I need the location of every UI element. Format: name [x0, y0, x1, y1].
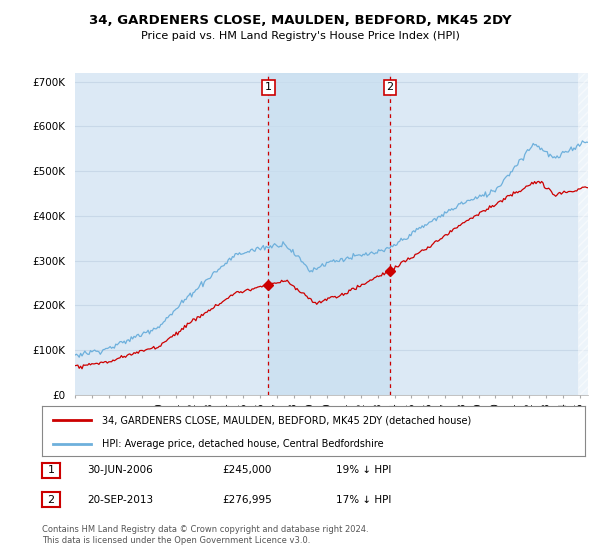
Text: 2: 2 [47, 494, 55, 505]
Text: 34, GARDENERS CLOSE, MAULDEN, BEDFORD, MK45 2DY (detached house): 34, GARDENERS CLOSE, MAULDEN, BEDFORD, M… [102, 415, 471, 425]
Text: Price paid vs. HM Land Registry's House Price Index (HPI): Price paid vs. HM Land Registry's House … [140, 31, 460, 41]
Text: £276,995: £276,995 [222, 494, 272, 505]
Text: 34, GARDENERS CLOSE, MAULDEN, BEDFORD, MK45 2DY: 34, GARDENERS CLOSE, MAULDEN, BEDFORD, M… [89, 14, 511, 27]
Text: 17% ↓ HPI: 17% ↓ HPI [336, 494, 391, 505]
Bar [578, 73, 588, 395]
Text: £245,000: £245,000 [222, 465, 271, 475]
Text: 20-SEP-2013: 20-SEP-2013 [87, 494, 153, 505]
Text: 2: 2 [386, 82, 394, 92]
Bar [268, 73, 390, 395]
Text: 30-JUN-2006: 30-JUN-2006 [87, 465, 153, 475]
Text: HPI: Average price, detached house, Central Bedfordshire: HPI: Average price, detached house, Cent… [102, 439, 383, 449]
Text: 1: 1 [47, 465, 55, 475]
Text: Contains HM Land Registry data © Crown copyright and database right 2024.
This d: Contains HM Land Registry data © Crown c… [42, 525, 368, 545]
Text: 1: 1 [265, 82, 272, 92]
Text: 19% ↓ HPI: 19% ↓ HPI [336, 465, 391, 475]
